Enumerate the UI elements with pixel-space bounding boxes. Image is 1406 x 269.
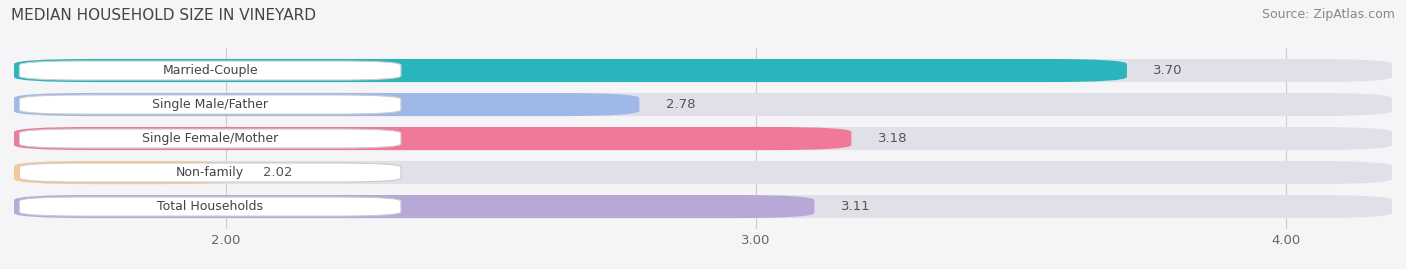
Text: Non-family: Non-family	[176, 166, 245, 179]
FancyBboxPatch shape	[20, 163, 401, 182]
FancyBboxPatch shape	[14, 93, 640, 116]
FancyBboxPatch shape	[20, 129, 401, 148]
FancyBboxPatch shape	[20, 197, 401, 216]
FancyBboxPatch shape	[14, 161, 236, 184]
FancyBboxPatch shape	[14, 93, 1392, 116]
Text: 2.78: 2.78	[666, 98, 696, 111]
FancyBboxPatch shape	[14, 195, 814, 218]
FancyBboxPatch shape	[14, 195, 1392, 218]
Text: MEDIAN HOUSEHOLD SIZE IN VINEYARD: MEDIAN HOUSEHOLD SIZE IN VINEYARD	[11, 8, 316, 23]
Text: Single Female/Mother: Single Female/Mother	[142, 132, 278, 145]
Text: 3.11: 3.11	[841, 200, 870, 213]
Text: 3.18: 3.18	[877, 132, 907, 145]
Text: Single Male/Father: Single Male/Father	[152, 98, 269, 111]
FancyBboxPatch shape	[14, 161, 1392, 184]
FancyBboxPatch shape	[14, 127, 1392, 150]
FancyBboxPatch shape	[20, 61, 401, 80]
FancyBboxPatch shape	[14, 59, 1128, 82]
Text: Married-Couple: Married-Couple	[162, 64, 257, 77]
FancyBboxPatch shape	[20, 95, 401, 114]
Text: 3.70: 3.70	[1153, 64, 1182, 77]
Text: Source: ZipAtlas.com: Source: ZipAtlas.com	[1261, 8, 1395, 21]
FancyBboxPatch shape	[14, 127, 852, 150]
Text: Total Households: Total Households	[157, 200, 263, 213]
FancyBboxPatch shape	[14, 59, 1392, 82]
Text: 2.02: 2.02	[263, 166, 292, 179]
